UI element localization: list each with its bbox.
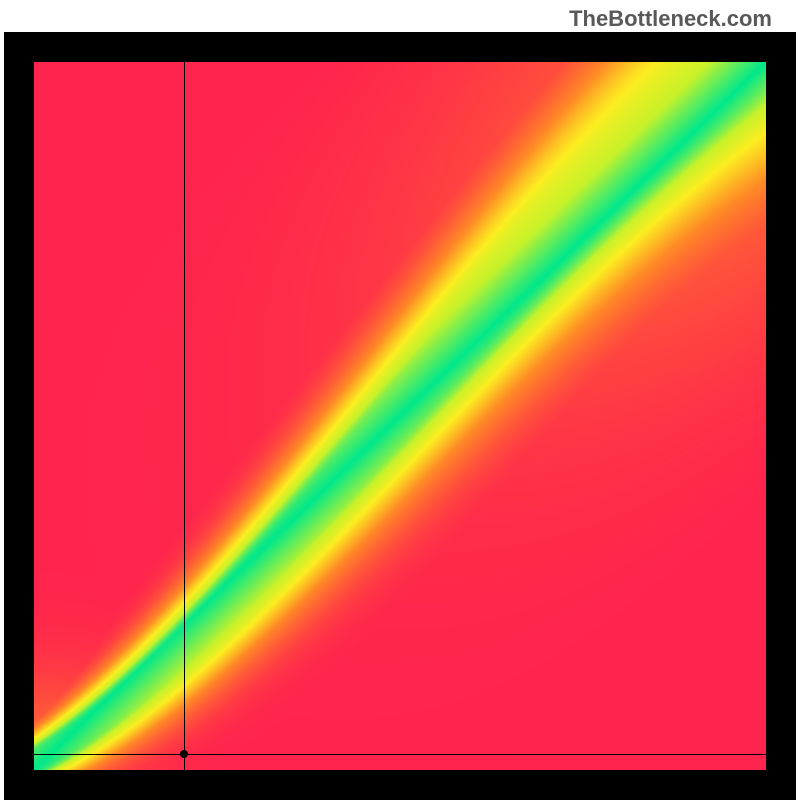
crosshair-horizontal: [34, 754, 766, 755]
crosshair-marker: [180, 750, 188, 758]
watermark-text: TheBottleneck.com: [569, 6, 772, 32]
bottleneck-heatmap: [34, 62, 766, 770]
crosshair-vertical: [184, 62, 185, 770]
